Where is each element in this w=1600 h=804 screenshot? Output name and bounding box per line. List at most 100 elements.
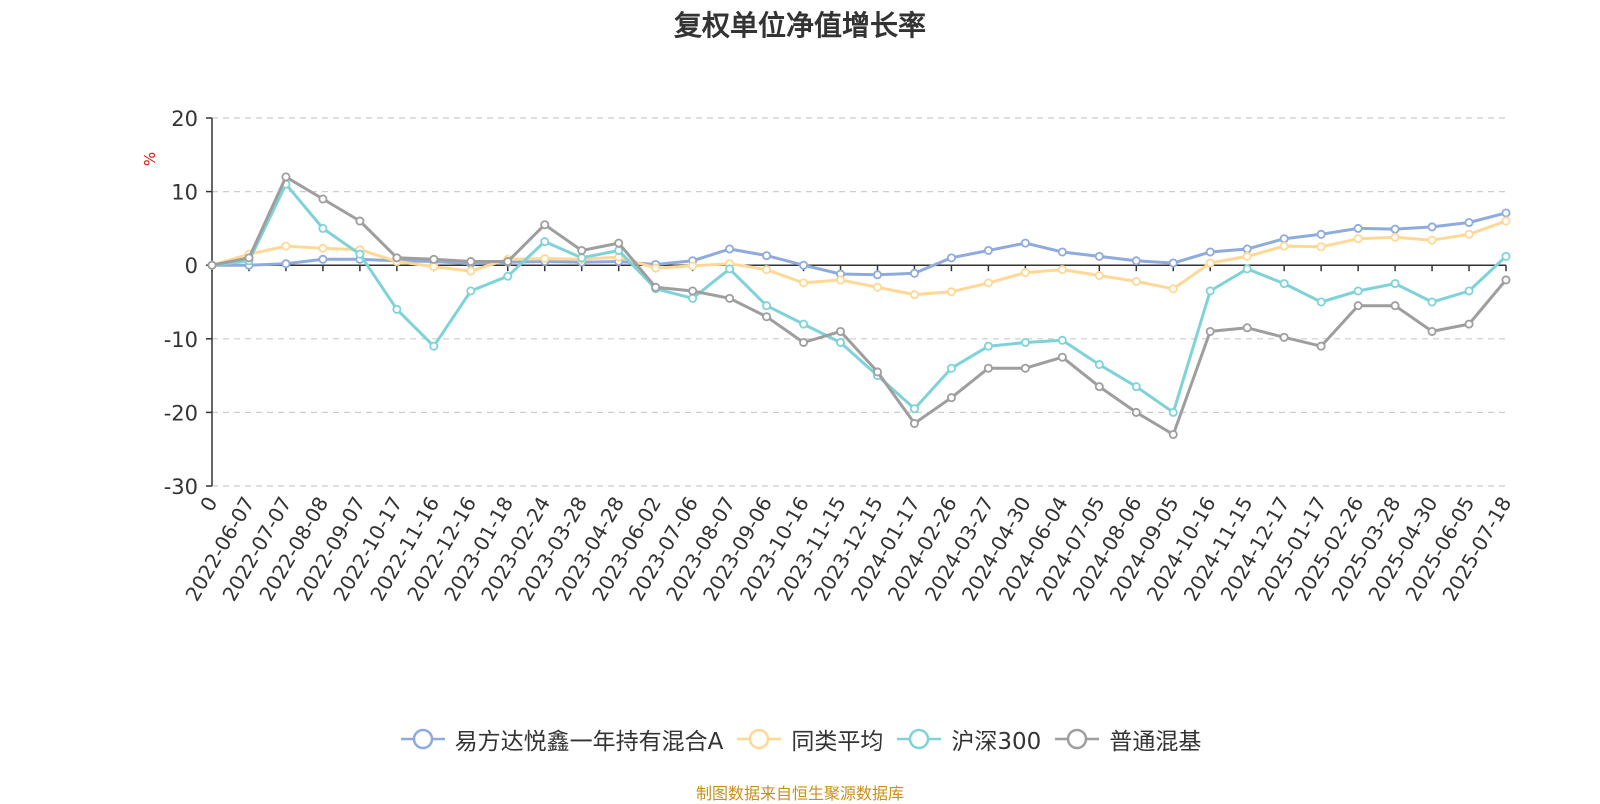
data-source-note: 制图数据来自恒生聚源数据库 <box>695 784 904 803</box>
data-point <box>1094 251 1104 261</box>
data-point <box>799 278 809 288</box>
data-point <box>466 286 476 296</box>
data-point <box>688 293 698 303</box>
data-point <box>1316 341 1326 351</box>
data-point <box>762 301 772 311</box>
data-point <box>946 253 956 263</box>
data-point <box>1353 234 1363 244</box>
data-point <box>1057 247 1067 257</box>
data-point <box>1464 286 1474 296</box>
data-point <box>1390 279 1400 289</box>
data-point <box>946 363 956 373</box>
legend-item[interactable]: 同类平均 <box>735 722 883 756</box>
data-point <box>1353 223 1363 233</box>
series-0 <box>207 208 1511 280</box>
series-lines <box>207 172 1511 439</box>
data-point <box>1427 326 1437 336</box>
data-point <box>1020 337 1030 347</box>
data-point <box>1464 229 1474 239</box>
data-point <box>909 418 919 428</box>
data-point <box>540 237 550 247</box>
data-point <box>946 287 956 297</box>
legend-label: 沪深300 <box>951 729 1042 755</box>
data-point <box>762 265 772 275</box>
legend-item[interactable]: 易方达悦鑫一年持有混合A <box>399 722 724 756</box>
data-point <box>836 326 846 336</box>
data-point <box>725 293 735 303</box>
y-tick-label: -30 <box>164 475 198 499</box>
legend-marker-icon <box>737 728 782 750</box>
data-point <box>1094 360 1104 370</box>
data-point <box>799 337 809 347</box>
data-point <box>1279 332 1289 342</box>
data-point <box>762 312 772 322</box>
data-point <box>207 260 217 270</box>
data-point <box>762 251 772 261</box>
y-tick-label: -20 <box>164 401 198 425</box>
data-point <box>1168 284 1178 294</box>
data-point <box>909 404 919 414</box>
data-point <box>1501 275 1511 285</box>
chart-title: 复权单位净值增长率 <box>673 9 926 42</box>
data-point <box>1205 247 1215 257</box>
data-point <box>983 341 993 351</box>
data-point <box>1168 258 1178 268</box>
data-point <box>466 266 476 276</box>
data-point <box>1131 382 1141 392</box>
data-point <box>281 241 291 251</box>
data-point <box>983 278 993 288</box>
series-line <box>211 182 1508 414</box>
chart-legend: 易方达悦鑫一年持有混合A 同类平均 沪深300 普通混基 <box>0 722 1600 756</box>
legend-marker-icon <box>897 728 942 750</box>
data-point <box>1464 319 1474 329</box>
data-point <box>1242 251 1252 261</box>
data-point <box>577 245 587 255</box>
series-line <box>212 211 1507 277</box>
data-point <box>688 261 698 271</box>
data-point <box>1094 271 1104 281</box>
data-point <box>799 260 809 270</box>
data-point <box>1168 429 1178 439</box>
data-point <box>1279 234 1289 244</box>
data-point <box>1168 407 1178 417</box>
legend-item[interactable]: 普通混基 <box>1053 722 1201 756</box>
data-point <box>429 254 439 264</box>
data-point <box>909 268 919 278</box>
data-point <box>614 238 624 248</box>
data-point <box>872 367 882 377</box>
data-point <box>1094 382 1104 392</box>
legend-label: 普通混基 <box>1109 729 1202 755</box>
data-point <box>983 245 993 255</box>
series-2 <box>207 179 1511 417</box>
gridlines <box>212 117 1506 487</box>
y-tick-label: 10 <box>171 181 198 205</box>
series-line <box>211 219 1507 297</box>
data-point <box>355 216 365 226</box>
data-point <box>503 257 513 267</box>
data-point <box>503 271 513 281</box>
y-tick-label: -10 <box>164 328 198 352</box>
data-point <box>1131 256 1141 266</box>
data-point <box>429 262 439 272</box>
data-point <box>1020 268 1030 278</box>
data-point <box>318 243 328 253</box>
x-tick-label: 0 <box>195 493 222 516</box>
data-point <box>725 244 735 254</box>
data-point <box>836 337 846 347</box>
legend-marker-icon <box>400 728 445 750</box>
data-point <box>1131 276 1141 286</box>
data-point <box>909 290 919 300</box>
data-point <box>1390 232 1400 242</box>
x-tick-labels: 02022-06-072022-07-072022-08-082022-09-0… <box>180 493 1516 606</box>
data-point <box>1057 352 1067 362</box>
data-point <box>1316 229 1326 239</box>
data-point <box>540 220 550 230</box>
data-point <box>1205 326 1215 336</box>
legend-label: 易方达悦鑫一年持有混合A <box>454 729 724 755</box>
data-point <box>1242 244 1252 254</box>
series-1 <box>207 216 1511 300</box>
data-point <box>1427 297 1437 307</box>
legend-marker-icon <box>1055 728 1100 750</box>
legend-item[interactable]: 沪深300 <box>895 722 1041 756</box>
